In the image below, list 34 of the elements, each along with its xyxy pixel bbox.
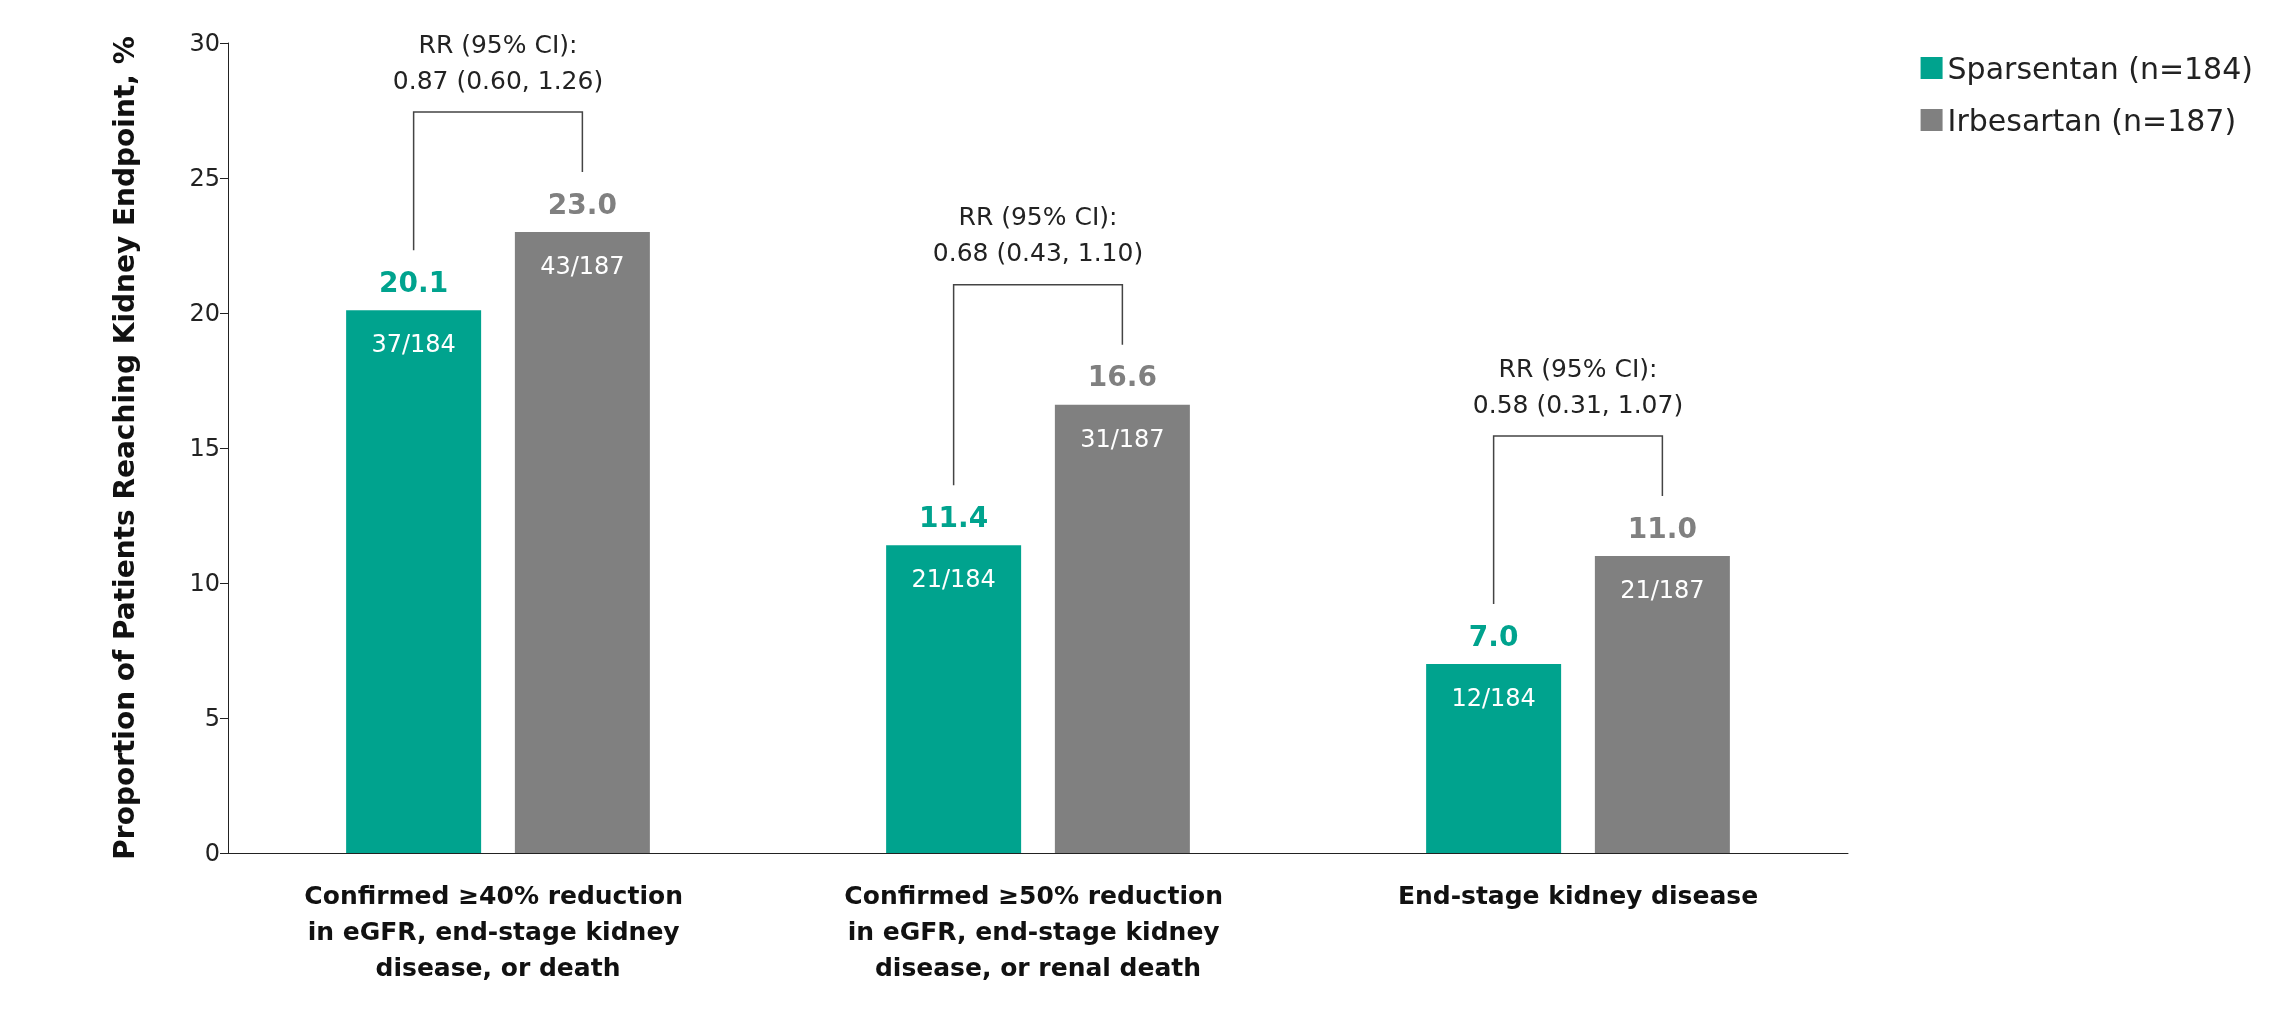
data-label: 7.0 xyxy=(1468,619,1519,653)
x-tick-label: End-stage kidney disease xyxy=(1397,880,1759,910)
annotation: 37/184 xyxy=(371,330,456,359)
y-tick-label: 30 xyxy=(189,29,220,57)
annotation: 31/187 xyxy=(1080,424,1165,453)
annotation: 21/187 xyxy=(1620,576,1705,604)
annotation: RR (95% CI): 0.68 (0.43, 1.10) xyxy=(932,202,1144,268)
annotation: RR (95% CI): 0.87 (0.60, 1.26) xyxy=(392,29,604,95)
bar xyxy=(1426,664,1562,853)
legend-label: Sparsentan (n=184) xyxy=(1947,50,2253,86)
y-tick-label: 5 xyxy=(204,704,220,732)
y-axis-title: Proportion of Patients Reaching Kidney Endpoint, % xyxy=(107,36,141,860)
bar xyxy=(514,232,650,853)
x-tick-label: Confirmed ≥40% reduction in eGFR, end-stage kidney disease, or death xyxy=(304,880,692,982)
annotation: 12/184 xyxy=(1451,684,1536,712)
annotation: 21/184 xyxy=(911,565,996,594)
data-label: 11.0 xyxy=(1627,511,1697,545)
annotation: RR (95% CI): 0.58 (0.31, 1.07) xyxy=(1472,353,1684,419)
bar xyxy=(346,310,482,853)
y-tick-label: 25 xyxy=(189,164,220,192)
y-tick-label: 15 xyxy=(189,434,220,462)
legend-label: Irbesartan (n=187) xyxy=(1947,102,2237,138)
y-tick-label: 10 xyxy=(189,569,220,597)
bar xyxy=(1054,404,1190,853)
y-tick-label: 0 xyxy=(204,839,220,867)
data-label: 20.1 xyxy=(379,265,449,299)
bar xyxy=(886,545,1022,853)
data-label: 23.0 xyxy=(547,187,617,221)
data-label: 16.6 xyxy=(1087,360,1157,394)
bar xyxy=(1594,556,1730,853)
y-tick-label: 20 xyxy=(189,299,220,327)
data-label: 11.4 xyxy=(919,500,989,534)
annotation: 43/187 xyxy=(540,252,625,280)
x-tick-label: Confirmed ≥50% reduction in eGFR, end-stage kidney disease, or renal death xyxy=(844,880,1232,982)
